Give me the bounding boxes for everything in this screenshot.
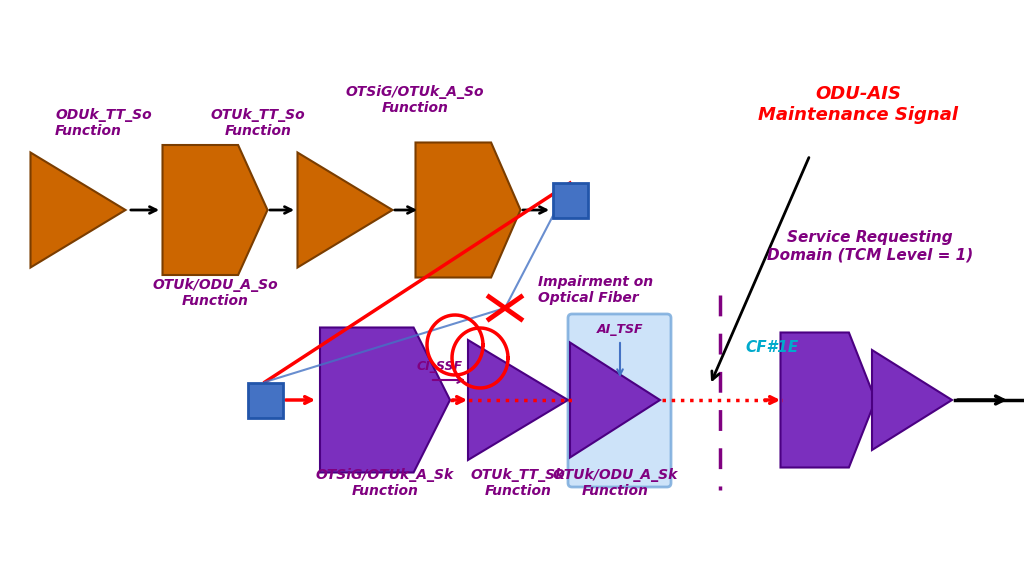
Text: OTUk/ODU_A_Sk
Function: OTUk/ODU_A_Sk Function [552,468,678,498]
Polygon shape [780,332,876,468]
Polygon shape [319,328,450,472]
Polygon shape [872,350,952,450]
Polygon shape [468,340,568,460]
Polygon shape [298,153,392,267]
Text: CI_SSF: CI_SSF [417,360,463,373]
Text: CF#1E: CF#1E [745,340,799,355]
Text: OTUk_TT_Sk
Function: OTUk_TT_Sk Function [471,468,565,498]
Polygon shape [163,145,267,275]
Text: ODUk_TT_So
Function: ODUk_TT_So Function [55,108,152,138]
Text: ODU-AIS
Maintenance Signal: ODU-AIS Maintenance Signal [758,85,958,124]
Text: OTUk_TT_So
Function: OTUk_TT_So Function [211,108,305,138]
Text: OTSiG/OTUk_A_So
Function: OTSiG/OTUk_A_So Function [346,85,484,115]
Polygon shape [416,142,520,278]
Polygon shape [31,153,126,267]
FancyBboxPatch shape [248,382,283,418]
Text: OTSiG/OTUk_A_Sk
Function: OTSiG/OTUk_A_Sk Function [315,468,454,498]
Text: OTUk/ODU_A_So
Function: OTUk/ODU_A_So Function [153,278,278,308]
Text: Service Requesting
Domain (TCM Level = 1): Service Requesting Domain (TCM Level = 1… [767,230,973,263]
FancyBboxPatch shape [568,314,671,487]
Text: Impairment on
Optical Fiber: Impairment on Optical Fiber [538,275,653,305]
Text: AI_TSF: AI_TSF [597,323,643,336]
FancyBboxPatch shape [553,183,588,218]
Polygon shape [570,343,660,457]
